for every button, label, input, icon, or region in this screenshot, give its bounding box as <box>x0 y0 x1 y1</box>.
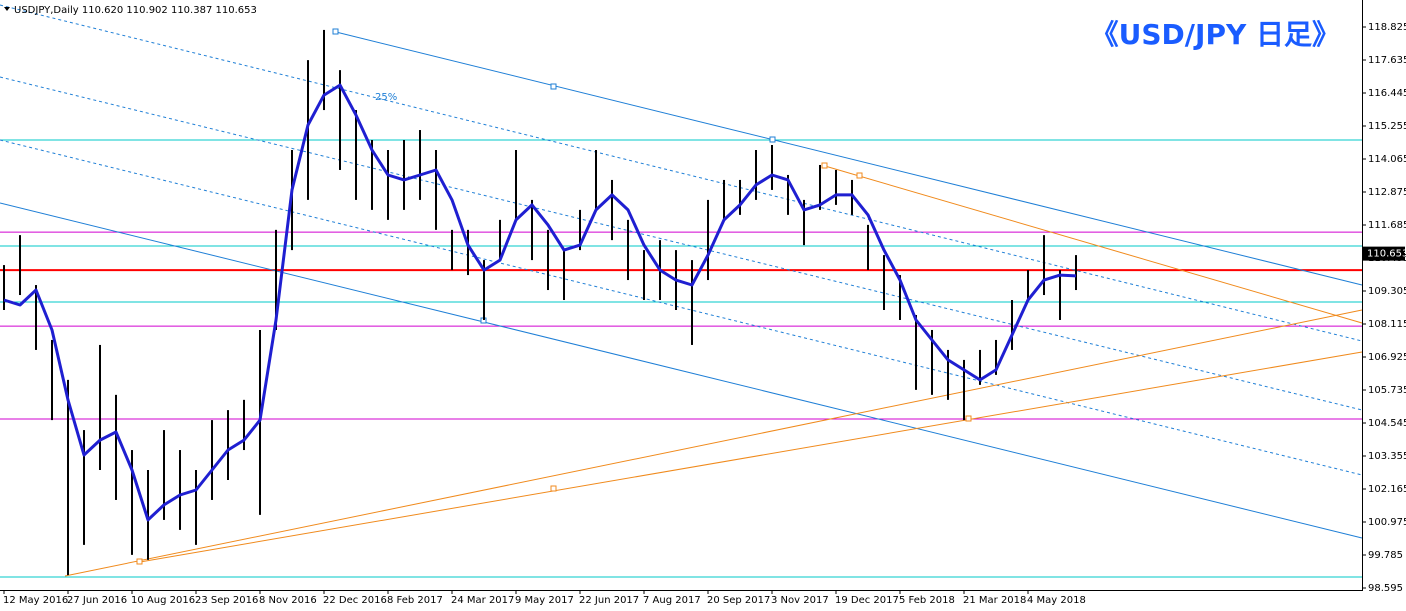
y-tick-label: 98.595 <box>1368 583 1403 594</box>
y-tick-label: 109.305 <box>1368 286 1406 297</box>
y-tick-label: 111.685 <box>1368 220 1406 231</box>
y-tick-label: 118.825 <box>1368 22 1406 33</box>
y-tick-label: 112.875 <box>1368 187 1406 198</box>
y-tick-label: 99.785 <box>1368 550 1403 561</box>
y-tick-label: 104.545 <box>1368 418 1406 429</box>
trendlines <box>0 4 1363 577</box>
x-tick-label: 8 Nov 2016 <box>259 595 317 606</box>
y-tick-label: 106.925 <box>1368 352 1406 363</box>
x-tick-label: 19 Dec 2017 <box>835 595 899 606</box>
y-tick-label: 114.065 <box>1368 154 1406 165</box>
chart-title: 《USD/JPY 日足》 <box>1091 18 1340 51</box>
y-tick-label: 102.165 <box>1368 484 1406 495</box>
axes: 98.595 99.785 100.975 102.165 103.355 104.545… <box>3 22 1406 606</box>
y-tick-label: 108.115 <box>1368 319 1406 330</box>
x-tick-label: 10 Aug 2016 <box>131 595 195 606</box>
handle <box>769 136 776 143</box>
trend-line <box>139 351 1363 563</box>
channel-line <box>335 31 1363 286</box>
annotation: 25% <box>375 92 397 103</box>
x-tick-label: 4 May 2018 <box>1027 595 1086 606</box>
channel-line <box>0 202 1363 539</box>
y-tick-label: 103.355 <box>1368 451 1406 462</box>
x-tick-label: 27 Jun 2016 <box>67 595 127 606</box>
handle <box>550 485 557 492</box>
x-tick-label: 22 Jun 2017 <box>579 595 639 606</box>
handle <box>965 415 972 422</box>
y-tick-label: 115.255 <box>1368 121 1406 132</box>
current-price-label: 110.653 <box>1367 249 1406 260</box>
x-tick-label: 8 Feb 2017 <box>387 595 443 606</box>
x-tick-label: 22 Dec 2016 <box>323 595 387 606</box>
x-tick-label: 5 Feb 2018 <box>899 595 955 606</box>
y-tick-label: 105.735 <box>1368 385 1406 396</box>
x-tick-label: 9 May 2017 <box>515 595 574 606</box>
x-tick-label: 20 Sep 2017 <box>707 595 770 606</box>
x-tick-label: 7 Aug 2017 <box>643 595 701 606</box>
header-arrow <box>4 7 10 11</box>
handle <box>332 28 339 35</box>
moving-average <box>3 83 1077 522</box>
handle <box>856 172 863 179</box>
handle <box>550 83 557 90</box>
y-tick-label: 100.975 <box>1368 517 1406 528</box>
x-tick-label: 23 Sep 2016 <box>195 595 258 606</box>
x-tick-label: 12 May 2016 <box>3 595 68 606</box>
handle <box>136 558 143 565</box>
current-price-box <box>1363 246 1405 261</box>
plot <box>3 29 1077 576</box>
x-tick-label: 21 Mar 2018 <box>963 595 1026 606</box>
x-tick-label: 24 Mar 2017 <box>451 595 514 606</box>
trend-line <box>64 309 1363 577</box>
handle <box>821 162 828 169</box>
x-tick-label: 3 Nov 2017 <box>771 595 829 606</box>
header: USDJPY,Daily 110.620 110.902 110.387 110… <box>14 5 257 16</box>
trend-line <box>824 165 1363 324</box>
y-tick-label: 117.635 <box>1368 55 1406 66</box>
y-tick-label: 116.445 <box>1368 88 1406 99</box>
